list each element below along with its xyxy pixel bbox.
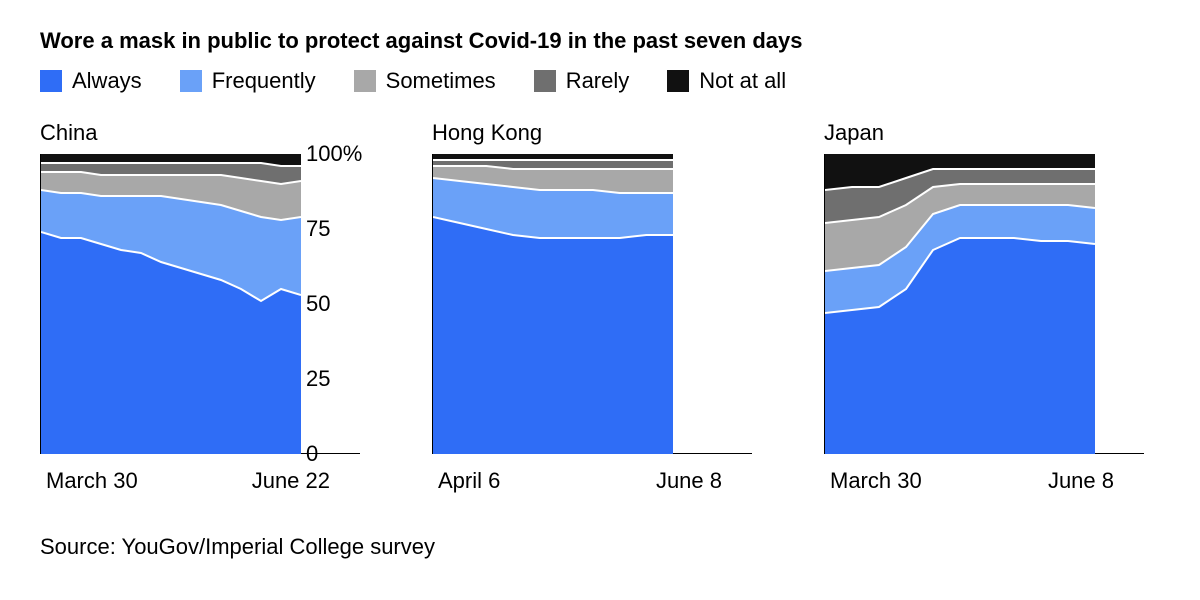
panel-title: Hong Kong [432, 120, 752, 146]
legend: Always Frequently Sometimes Rarely Not at al… [40, 68, 1160, 94]
legend-swatch [40, 70, 62, 92]
legend-item: Not at all [667, 68, 786, 94]
legend-item: Frequently [180, 68, 316, 94]
y-tick-label: 75 [306, 216, 330, 242]
legend-label: Always [72, 68, 142, 94]
chart-panel: China100%7550250March 30June 22 [40, 120, 360, 494]
chart-trailing-baseline [672, 154, 752, 454]
legend-label: Not at all [699, 68, 786, 94]
x-start-label: April 6 [438, 468, 500, 494]
chart-area: 100%7550250 [40, 154, 300, 454]
chart-row [432, 154, 752, 454]
legend-item: Always [40, 68, 142, 94]
y-tick-label: 100% [306, 141, 362, 167]
legend-item: Sometimes [354, 68, 496, 94]
x-start-label: March 30 [830, 468, 922, 494]
chart-title: Wore a mask in public to protect against… [40, 28, 1160, 54]
chart-trailing-baseline [1094, 154, 1144, 454]
legend-swatch [534, 70, 556, 92]
legend-swatch [354, 70, 376, 92]
chart-panel: Japan March 30 June 8 [824, 120, 1144, 494]
legend-label: Rarely [566, 68, 630, 94]
y-tick-label: 50 [306, 291, 330, 317]
chart-row [824, 154, 1144, 454]
chart-row: 100%7550250 [40, 154, 360, 454]
panel-title: Japan [824, 120, 1144, 146]
legend-label: Frequently [212, 68, 316, 94]
chart-area [824, 154, 1094, 454]
y-axis-ticks: 100% 75 50 25 0 [306, 132, 386, 472]
x-start-label: March 30 [46, 468, 138, 494]
y-tick-label: 25 [306, 366, 330, 392]
legend-swatch [667, 70, 689, 92]
legend-label: Sometimes [386, 68, 496, 94]
chart-area [432, 154, 672, 454]
y-tick-label: 0 [306, 441, 318, 467]
source-text: Source: YouGov/Imperial College survey [40, 534, 1160, 560]
x-end-label: June 8 [656, 468, 722, 494]
x-axis-labels: March 30 June 8 [824, 468, 1144, 494]
chart-panels: China100%7550250March 30June 22Hong Kong… [40, 120, 1160, 494]
x-axis-labels: April 6 June 8 [432, 468, 752, 494]
legend-item: Rarely [534, 68, 630, 94]
chart-panel: Hong Kong April 6 June 8 [432, 120, 752, 494]
legend-swatch [180, 70, 202, 92]
x-end-label: June 8 [1048, 468, 1114, 494]
